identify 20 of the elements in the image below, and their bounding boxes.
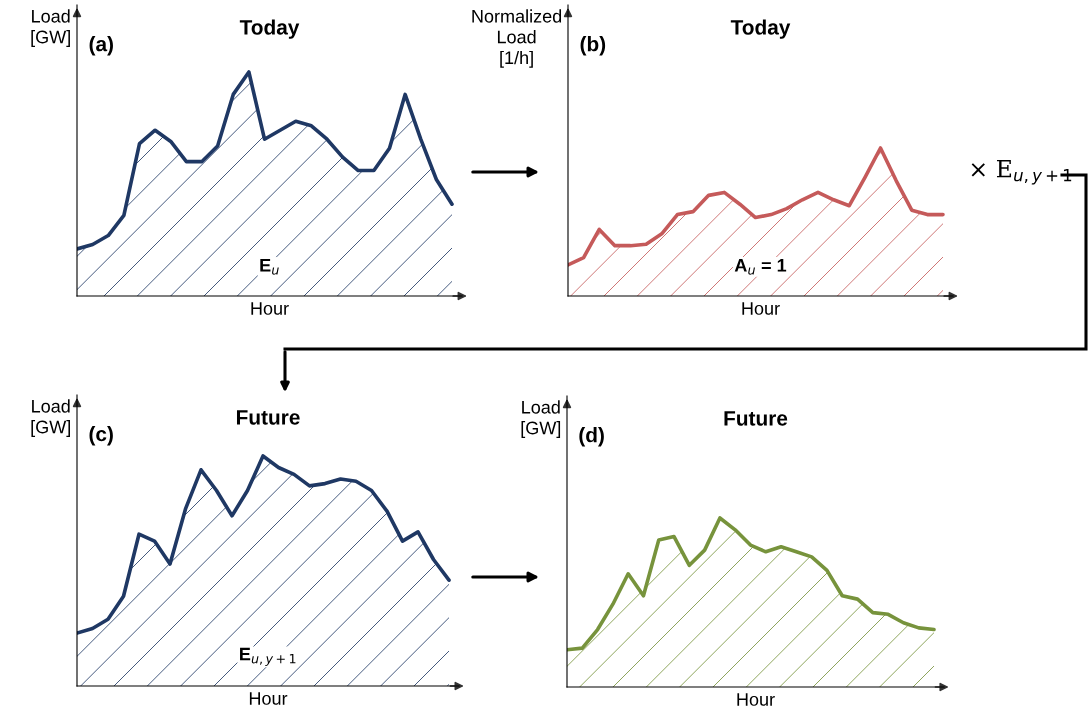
annotation: E$_{u}$: [260, 259, 279, 275]
chart-title: Future: [724, 411, 788, 426]
text: × E$_{u,y+1}$: [971, 160, 1072, 185]
y-axis-title: Load [GW]: [521, 400, 561, 438]
y-axis-title: Load [GW]: [31, 9, 70, 47]
chart-title: Future: [236, 410, 300, 425]
annotation: A$_{u}$ = 1: [734, 259, 787, 275]
x-axis-title: Hour: [251, 302, 289, 315]
x-axis-title: Hour: [737, 693, 775, 706]
chart-title: Today: [239, 19, 300, 39]
text: (d): [579, 427, 604, 447]
y-axis-title: Load [GW]: [31, 399, 70, 437]
chart-title: Today: [730, 19, 791, 39]
text: (a): [89, 36, 113, 56]
text: (b): [580, 36, 606, 56]
x-axis-title: Hour: [742, 302, 780, 315]
x-axis-title: Hour: [249, 692, 288, 705]
annotation: E$_{u,y+1}$: [240, 647, 296, 666]
text: (c): [89, 426, 113, 446]
y-axis-title: Normalized Load [1/h]: [472, 9, 562, 68]
